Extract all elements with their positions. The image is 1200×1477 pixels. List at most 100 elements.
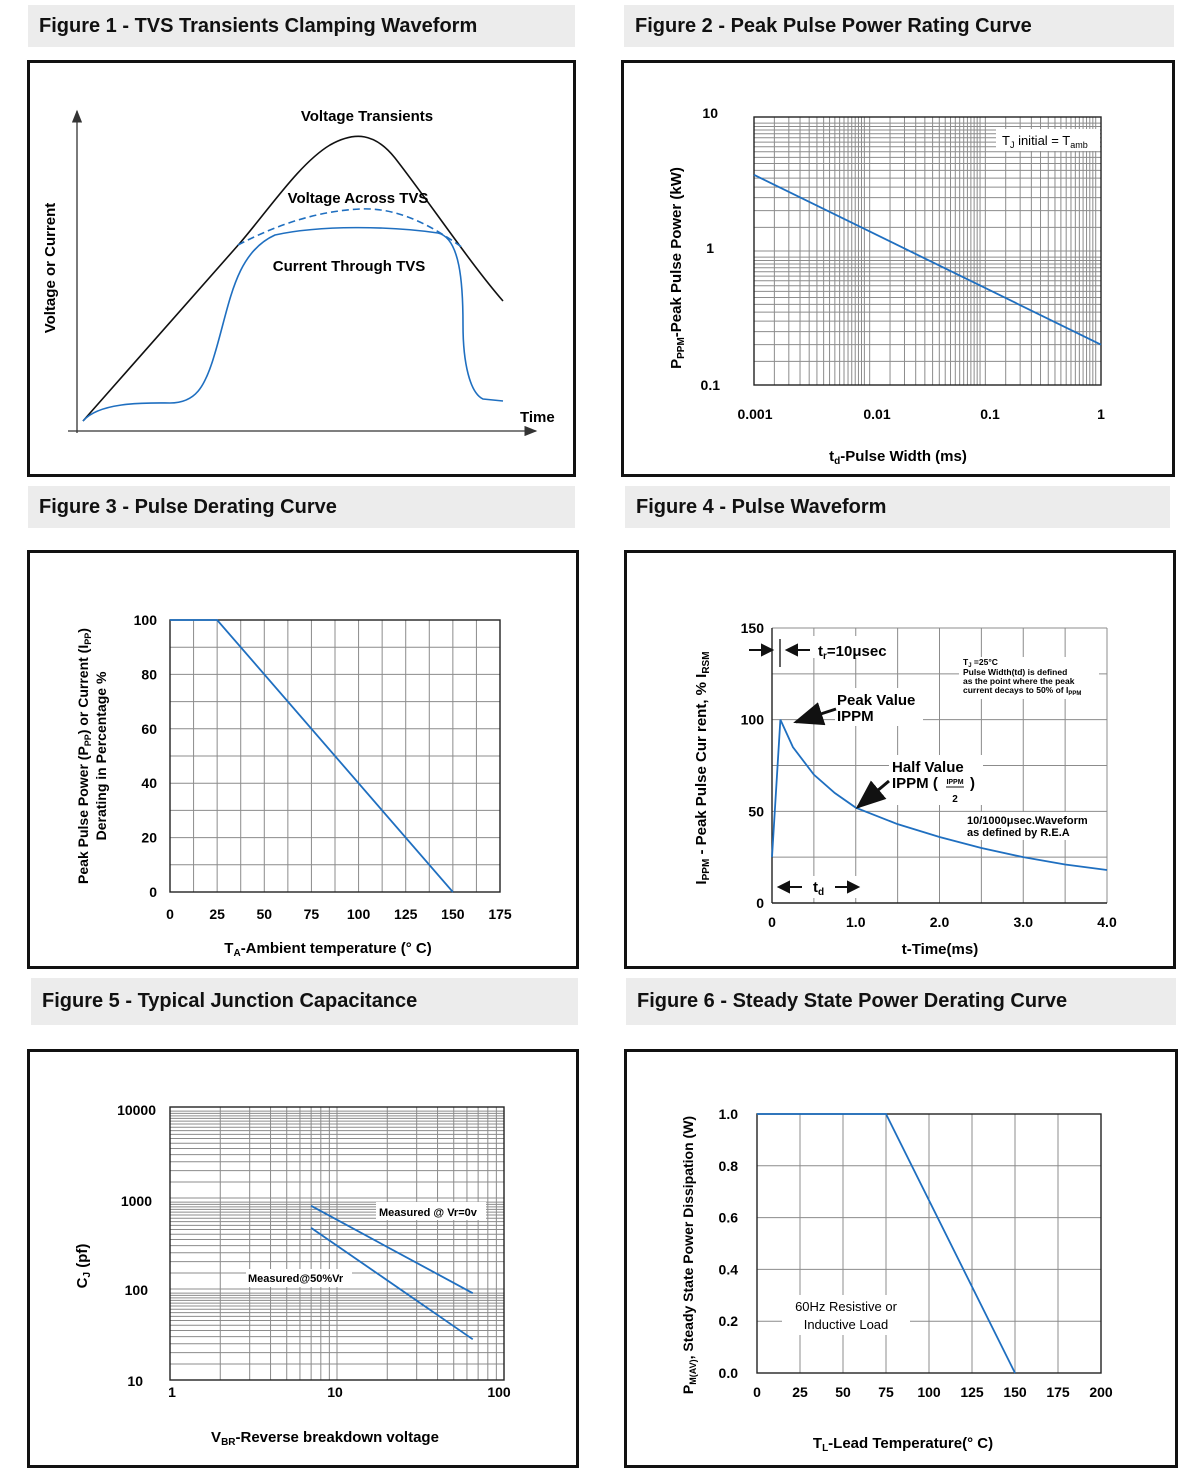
figure-6-chart: 60Hz Resistive or Inductive Load 1.0 0.8 0…	[680, 1106, 1113, 1454]
fig3-ytick-label: 0	[149, 884, 157, 900]
figure-3-chart: 100 80 60 40 20 0 0 25 50 75 100 125 150 175 TA-Ambi…	[75, 612, 512, 959]
figure-6-frame: 60Hz Resistive or Inductive Load 1.0 0.8 0…	[624, 1049, 1178, 1468]
fig5-xlabel-main: V	[211, 1429, 221, 1446]
figure-6-title: Figure 6 - Steady State Power Derating C…	[626, 978, 1176, 1025]
fig5-label-vr0: Measured @ Vr=0v	[379, 1207, 478, 1219]
figure-5-frame: Measured @ Vr=0v Measured@50%Vr 10000 10…	[27, 1049, 579, 1468]
fig4-td-main: t	[813, 879, 818, 896]
fig6-xtick-label: 75	[878, 1384, 894, 1400]
fig6-ytick-label: 0.4	[719, 1261, 739, 1277]
fig6-data-line	[757, 1113, 1016, 1374]
fig5-series-vr0-line	[310, 1205, 474, 1294]
fig4-note-line4: current decays to 50% of IPPM	[963, 685, 1081, 697]
fig6-ytick-label: 0.8	[719, 1158, 739, 1174]
fig4-half-background	[889, 755, 983, 805]
fig6-x-ticks: 0 25 50 75 100 125 150 175 200	[753, 1384, 1113, 1400]
fig2-ytick-0.1: 0.1	[701, 377, 721, 393]
fig5-series-50pct-line	[310, 1227, 474, 1341]
fig5-ylabel-main: C	[74, 1277, 91, 1288]
fig2-ylabel-rest: -Peak Pulse Power (kW)	[668, 167, 685, 337]
fig3-xtick-label: 75	[304, 906, 320, 922]
fig2-xtick-1: 1	[1097, 406, 1105, 422]
fig4-half-close: )	[970, 775, 975, 792]
fig4-peak-arrow	[793, 702, 837, 726]
fig5-xtick-1: 1	[168, 1384, 176, 1400]
fig4-xtick-label: 3.0	[1014, 914, 1034, 930]
fig4-note-background	[959, 657, 1099, 699]
fig6-note-background	[782, 1295, 910, 1335]
fig6-xtick-label: 0	[753, 1384, 761, 1400]
fig4-x-axis-label: t-Time(ms)	[902, 941, 978, 958]
fig2-data-line	[753, 174, 1102, 346]
fig3-data-line	[170, 619, 454, 893]
fig4-ytick-label: 50	[748, 803, 764, 819]
fig2-note-t: T	[1002, 133, 1010, 148]
fig5-xlabel-sub: BR	[221, 1437, 236, 1448]
fig4-note-line2: Pulse Width(td) is defined	[963, 667, 1067, 677]
fig4-note-l4-sub: PPM	[1068, 691, 1081, 697]
fig6-note-line2: Inductive Load	[804, 1317, 889, 1332]
fig2-xtick-0.001: 0.001	[737, 406, 772, 422]
fig4-ytick-label: 100	[741, 712, 765, 728]
fig2-ylabel-sub: PPM	[676, 337, 687, 359]
fig5-y-axis-label: CJ (pf)	[74, 1244, 93, 1289]
fig4-ylabel-sub2: RSM	[701, 651, 712, 673]
fig6-ytick-label: 0.0	[719, 1365, 739, 1381]
fig5-ylabel-sub: J	[82, 1272, 93, 1278]
fig5-ytick-10: 10	[127, 1373, 143, 1389]
fig5-ylabel-rest: (pf)	[74, 1244, 91, 1272]
fig3-xtick-label: 175	[488, 906, 512, 922]
fig5-grid	[169, 1107, 504, 1381]
fig6-ytick-label: 0.2	[719, 1313, 739, 1329]
fig2-xlabel-sub: d	[834, 456, 840, 467]
fig4-tr-main: t	[818, 643, 823, 660]
fig4-wave-background	[963, 812, 1097, 840]
fig4-half-line2: IPPM (	[892, 775, 938, 792]
fig2-note-mid: initial = T	[1014, 133, 1070, 148]
fig3-xlabel-main: T	[224, 940, 233, 957]
fig5-label-50-background	[246, 1269, 352, 1287]
fig4-half-arrow	[855, 779, 890, 809]
fig6-xtick-label: 25	[792, 1384, 808, 1400]
fig1-label-voltage-transients: Voltage Transients	[301, 108, 433, 125]
fig5-xlabel-rest: -Reverse breakdown voltage	[236, 1429, 439, 1446]
fig4-y-ticks: 150 100 50 0	[741, 620, 765, 911]
fig4-ylabel-sub1: PPM	[701, 859, 712, 881]
fig6-xtick-label: 175	[1046, 1384, 1070, 1400]
fig3-y-axis-label: Peak Pulse Power (PPP) or Current (IPP) …	[75, 628, 109, 884]
fig4-ytick-label: 150	[741, 620, 765, 636]
fig4-td-arrow-left	[776, 880, 802, 894]
figure-4-frame: 150 100 50 0 0 1.0 2.0 3.0 4.0 tr=10μsec TJ =25…	[624, 550, 1176, 969]
fig4-note-l1b: =25°C	[972, 657, 998, 667]
fig4-note-l4a: current decays to 50% of I	[963, 685, 1068, 695]
fig3-plot-border	[169, 619, 501, 893]
figure-4-title-text: Figure 4 - Pulse Waveform	[636, 496, 887, 518]
fig4-half-frac-den: 2	[952, 794, 958, 805]
fig3-x-ticks: 0 25 50 75 100 125 150 175	[166, 906, 512, 922]
fig3-y-ticks: 100 80 60 40 20 0	[134, 612, 158, 900]
fig3-x-axis-label: TA-Ambient temperature (° C)	[224, 940, 431, 959]
fig3-ylabel-l1-sub2: PP	[83, 633, 93, 645]
fig6-xtick-label: 150	[1003, 1384, 1027, 1400]
fig3-ylabel-l1b: ) or Current (I	[75, 645, 91, 734]
figure-1-title: Figure 1 - TVS Transients Clamping Wavef…	[28, 5, 575, 47]
fig6-xlabel-main: T	[813, 1435, 822, 1452]
fig6-y-axis-label: PM(AV), Steady State Power Dissipation (…	[680, 1116, 698, 1394]
fig4-peak-line2: IPPM	[837, 708, 874, 725]
fig6-ytick-label: 0.6	[719, 1210, 739, 1226]
fig3-xtick-label: 150	[441, 906, 465, 922]
fig6-xlabel-sub: L	[822, 1443, 828, 1454]
fig4-half-frac-num: IPPM	[946, 779, 963, 786]
figure-6-title-text: Figure 6 - Steady State Power Derating C…	[637, 990, 1068, 1012]
figure-2-frame: 10 1 0.1 0.001 0.01 0.1 1 TJ initial = T…	[621, 60, 1175, 477]
fig4-peak-line1: Peak Value	[837, 692, 915, 709]
fig4-td-arrow-right	[835, 880, 861, 894]
fig2-x-axis-label: td-Pulse Width (ms)	[829, 448, 967, 467]
fig6-x-axis-label: TL-Lead Temperature(° C)	[813, 1435, 993, 1454]
fig4-data-line	[771, 719, 1108, 871]
fig4-tr-rest: =10μsec	[827, 643, 887, 660]
fig6-xtick-label: 100	[917, 1384, 941, 1400]
fig6-ylabel-rest: , Steady State Power Dissipation (W)	[680, 1116, 696, 1360]
figure-3-frame: 100 80 60 40 20 0 0 25 50 75 100 125 150 175 TA-Ambi…	[27, 550, 579, 969]
